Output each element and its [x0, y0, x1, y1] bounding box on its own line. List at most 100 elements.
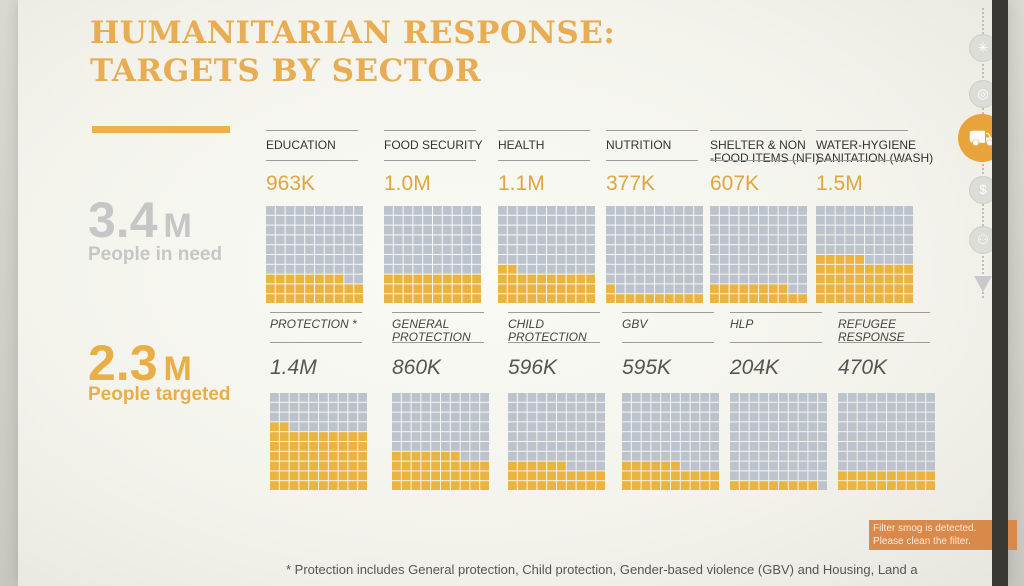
- waffle-cell-empty: [631, 442, 641, 451]
- waffle-cell-empty: [674, 284, 684, 294]
- waffle-cell-empty: [884, 225, 894, 235]
- waffle-cell-empty: [517, 255, 527, 264]
- waffle-cell-empty: [694, 245, 703, 254]
- waffle-cell-empty: [556, 206, 566, 215]
- waffle-cell-empty: [798, 225, 807, 235]
- sector-name-line-1: HEALTH: [498, 138, 545, 152]
- waffle-cell-empty: [295, 245, 305, 254]
- waffle-cell-empty: [338, 412, 348, 422]
- waffle-cell-empty: [403, 255, 413, 264]
- waffle-cell-empty: [904, 225, 913, 235]
- waffle-cell-empty: [586, 402, 596, 412]
- waffle-cell-empty: [452, 245, 462, 254]
- waffle-cell-filled: [392, 451, 401, 461]
- waffle-cell-empty: [874, 255, 884, 264]
- waffle-cell-empty: [441, 422, 450, 432]
- waffle-cell-empty: [694, 235, 703, 245]
- waffle-cell-empty: [547, 412, 556, 422]
- waffle-cell-empty: [566, 245, 576, 254]
- waffle-cell-empty: [818, 442, 827, 451]
- waffle-cell-filled: [835, 255, 845, 264]
- waffle-cell-empty: [354, 255, 363, 264]
- waffle-cell-filled: [877, 481, 886, 490]
- waffle-cell-filled: [421, 471, 431, 481]
- waffle-cell-filled: [421, 481, 431, 490]
- waffle-cell-empty: [769, 412, 778, 422]
- waffle-cell-filled: [279, 442, 289, 451]
- waffle-cell-empty: [877, 461, 886, 471]
- waffle-cell-empty: [778, 255, 788, 264]
- waffle-cell-empty: [857, 451, 867, 461]
- waffle-cell-empty: [906, 442, 916, 451]
- waffle-cell-empty: [700, 442, 710, 451]
- waffle-cell-empty: [507, 255, 517, 264]
- waffle-cell-empty: [586, 235, 595, 245]
- waffle-cell-empty: [606, 215, 615, 225]
- footnote: * Protection includes General protection…: [286, 562, 918, 577]
- waffle-cell-empty: [818, 422, 827, 432]
- waffle-cell-empty: [401, 412, 411, 422]
- waffle-cell-filled: [393, 284, 403, 294]
- waffle-cell-filled: [759, 481, 769, 490]
- people-in-need-value: 3.4 M: [88, 195, 192, 251]
- waffle-cell-empty: [739, 451, 749, 461]
- waffle-cell-empty: [275, 225, 285, 235]
- waffle-cell-filled: [309, 432, 318, 441]
- waffle-cell-empty: [788, 215, 798, 225]
- waffle-cell-empty: [926, 451, 935, 461]
- waffle-cell-filled: [566, 284, 576, 294]
- waffle-cell-filled: [865, 264, 874, 274]
- waffle-cell-empty: [749, 432, 759, 441]
- waffle-cell-empty: [431, 432, 440, 441]
- waffle-cell-empty: [358, 422, 367, 432]
- waffle-cell-empty: [441, 442, 450, 451]
- waffle-cell-empty: [768, 245, 778, 254]
- waffle-cell-empty: [547, 225, 556, 235]
- waffle-cell-empty: [462, 245, 472, 254]
- sector-waffle-chart: [816, 206, 913, 303]
- waffle-cell-empty: [847, 402, 857, 412]
- waffle-cell-empty: [788, 255, 798, 264]
- waffle-cell-filled: [874, 264, 884, 274]
- waffle-cell-filled: [393, 294, 403, 303]
- waffle-cell-empty: [450, 393, 460, 402]
- waffle-cell-empty: [896, 402, 906, 412]
- waffle-cell-empty: [462, 264, 472, 274]
- waffle-cell-empty: [906, 402, 916, 412]
- waffle-cell-empty: [719, 245, 729, 254]
- waffle-cell-empty: [847, 422, 857, 432]
- waffle-cell-empty: [730, 432, 739, 441]
- waffle-cell-empty: [798, 461, 808, 471]
- waffle-cell-filled: [289, 432, 299, 441]
- waffle-cell-empty: [450, 402, 460, 412]
- waffle-cell-empty: [527, 422, 537, 432]
- waffle-cell-filled: [527, 481, 537, 490]
- waffle-cell-filled: [547, 284, 556, 294]
- waffle-cell-empty: [586, 264, 595, 274]
- waffle-cell-filled: [556, 284, 566, 294]
- waffle-cell-filled: [401, 481, 411, 490]
- waffle-cell-empty: [884, 206, 894, 215]
- waffle-cell-empty: [480, 432, 489, 441]
- waffle-cell-empty: [651, 432, 661, 441]
- sector-value: 595K: [622, 356, 672, 379]
- sector-name-line-1: EDUCATION: [266, 138, 336, 152]
- sector-waffle-chart: [392, 393, 489, 490]
- waffle-cell-empty: [315, 255, 324, 264]
- people-targeted-label: People targeted: [88, 384, 231, 405]
- waffle-cell-empty: [507, 235, 517, 245]
- waffle-cell-empty: [393, 235, 403, 245]
- waffle-cell-empty: [557, 412, 566, 422]
- waffle-cell-empty: [906, 432, 916, 441]
- waffle-cell-filled: [631, 481, 641, 490]
- waffle-cell-empty: [547, 422, 556, 432]
- waffle-cell-empty: [904, 245, 913, 254]
- waffle-cell-empty: [344, 264, 354, 274]
- waffle-cell-empty: [411, 393, 421, 402]
- waffle-cell-empty: [547, 442, 556, 451]
- waffle-cell-filled: [537, 284, 546, 294]
- waffle-cell-empty: [651, 442, 661, 451]
- waffle-cell-empty: [358, 393, 367, 402]
- waffle-cell-empty: [354, 206, 363, 215]
- waffle-cell-filled: [470, 481, 480, 490]
